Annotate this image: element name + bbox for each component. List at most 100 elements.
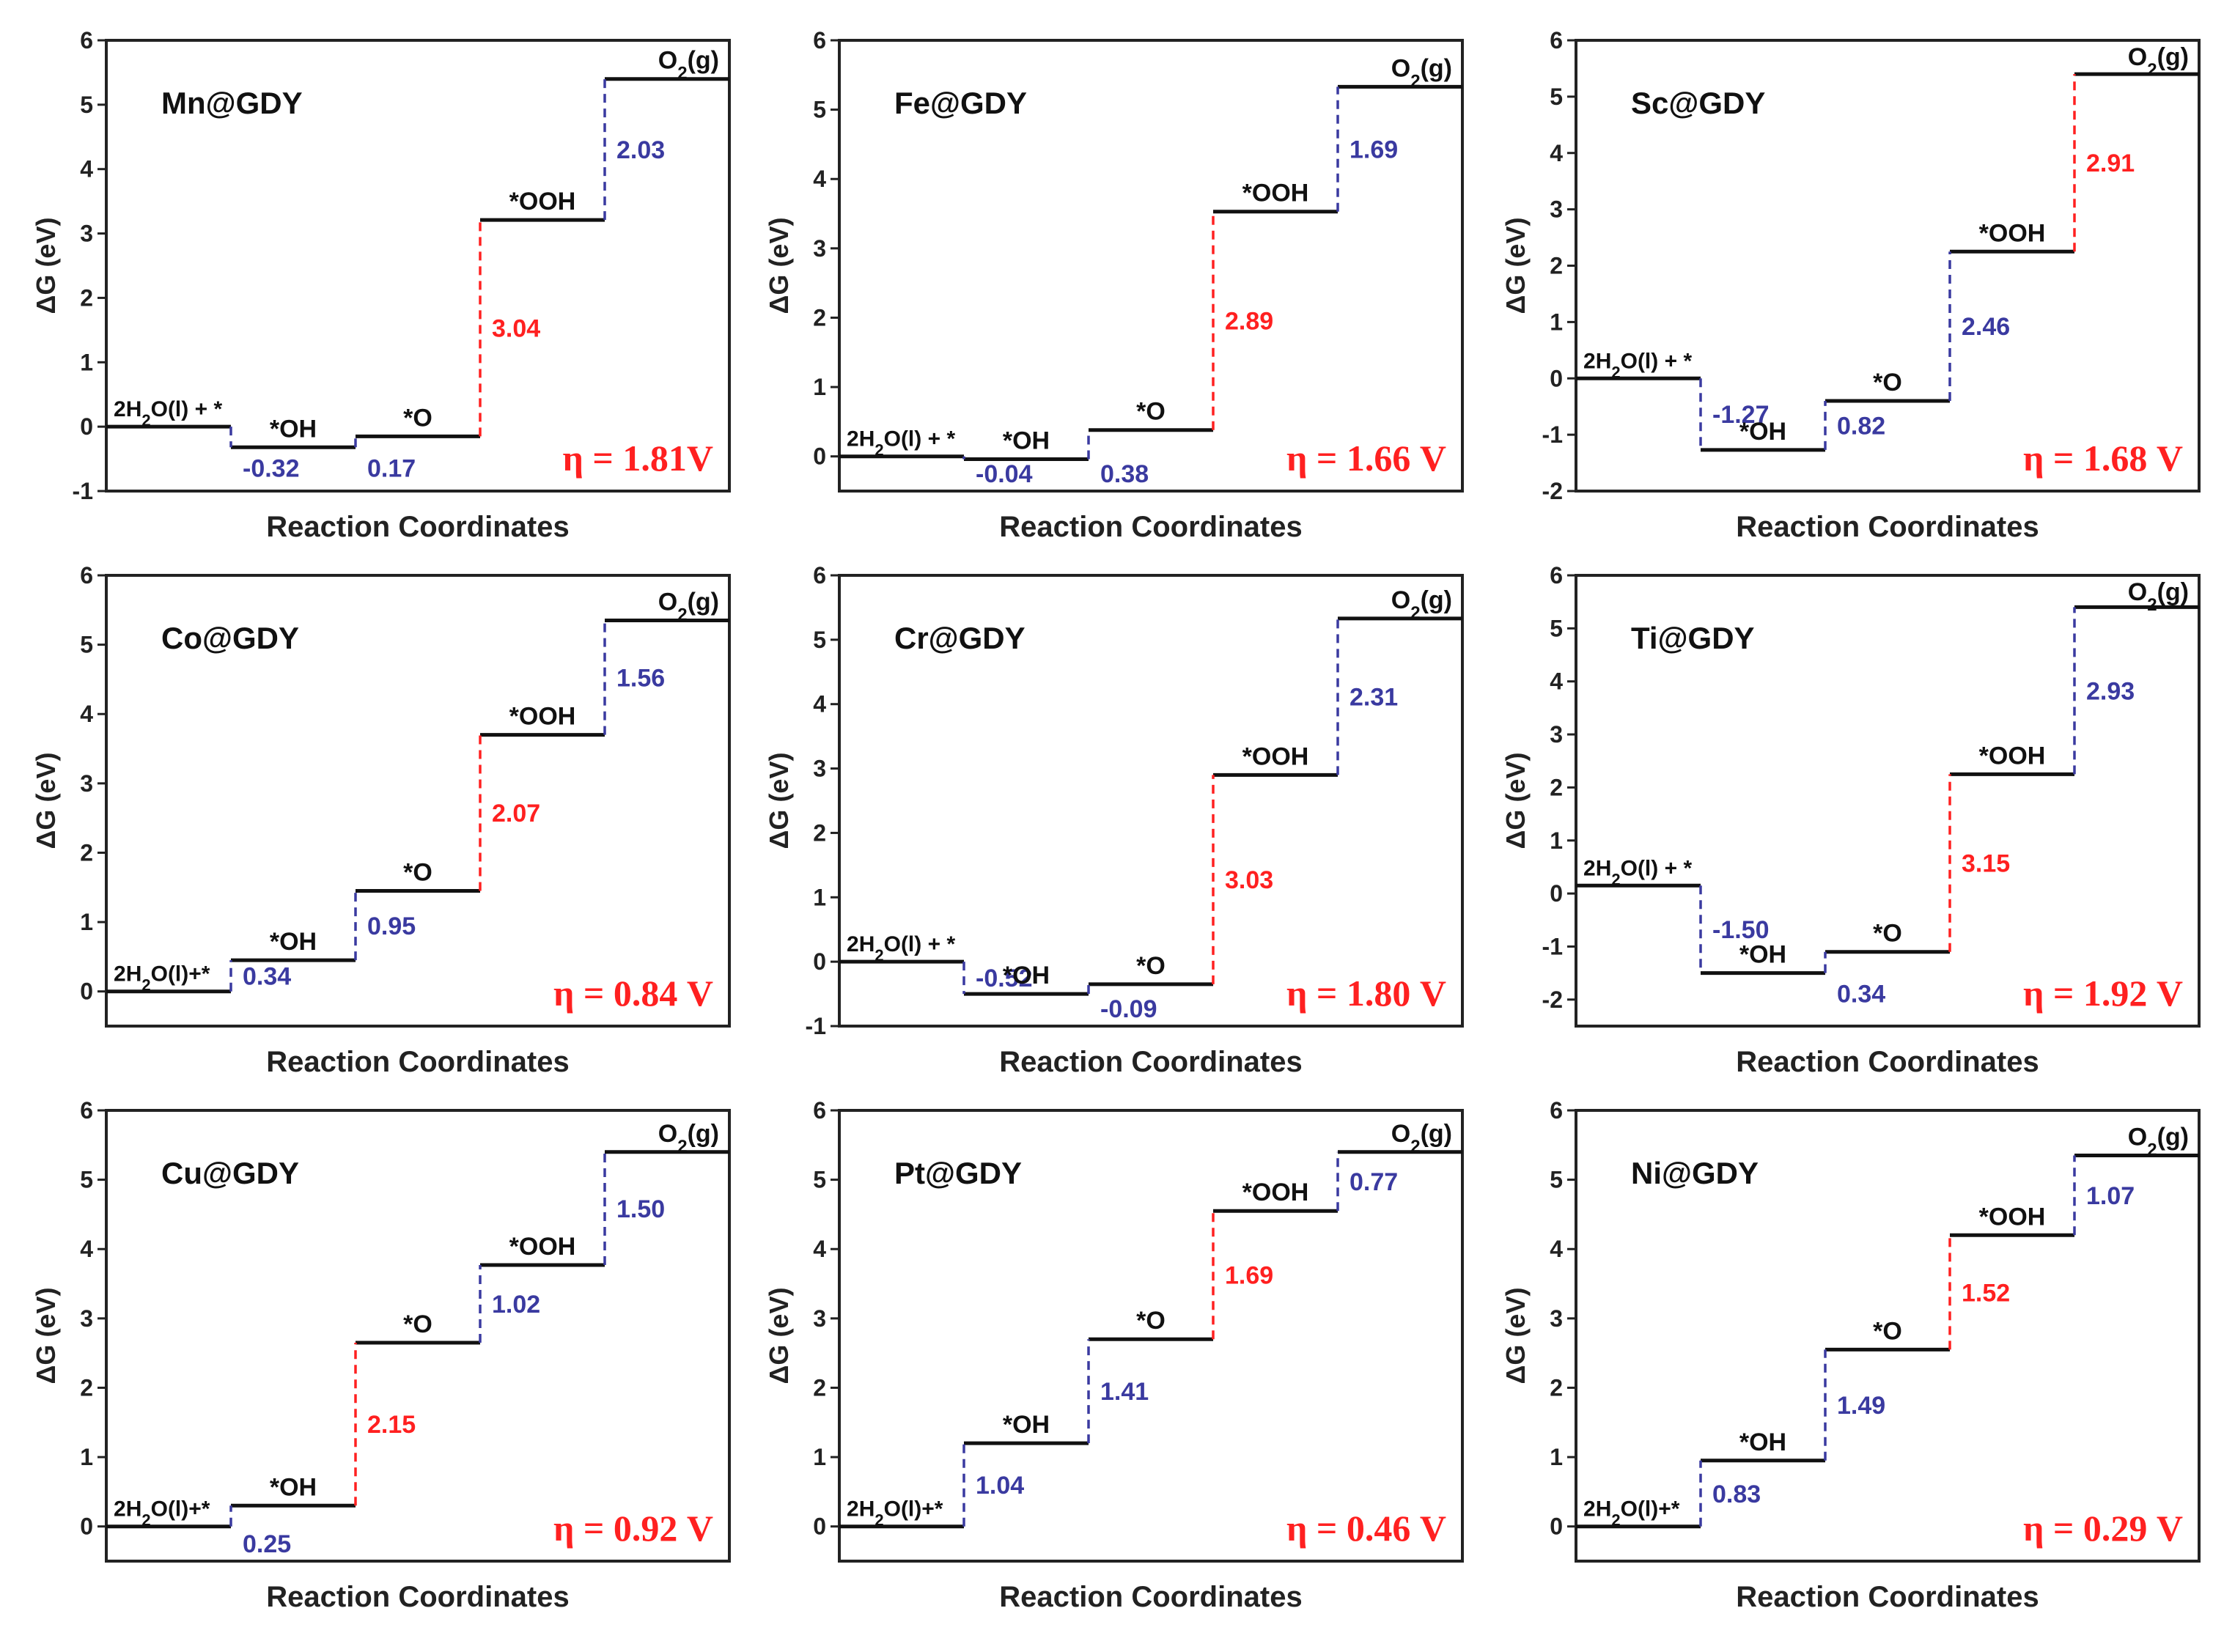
state-label: O2(g): [2128, 1124, 2189, 1160]
x-axis-label: Reaction Coordinates: [999, 1046, 1302, 1078]
plot-frame: [838, 574, 1464, 1028]
state-label: *OH: [1739, 941, 1786, 969]
step-energy-label: -0.32: [243, 454, 300, 482]
plot-frame: [838, 39, 1464, 493]
state-label: 2H2O(l)+*: [847, 1497, 943, 1530]
step-energy-label: 0.34: [1837, 981, 1885, 1008]
y-tick-label: 3: [80, 221, 93, 247]
state-label: 2H2O(l)+*: [114, 1497, 210, 1530]
y-tick-label: 4: [1550, 140, 1563, 166]
state-label: *OOH: [1979, 219, 2046, 247]
state-label: *O: [403, 1310, 432, 1338]
step-energy-label: 2.91: [2086, 150, 2135, 177]
y-tick-label: 2: [813, 819, 826, 846]
state-label: *OOH: [509, 1233, 576, 1261]
y-tick-label: 1: [813, 374, 826, 400]
x-axis-label: Reaction Coordinates: [266, 1581, 569, 1613]
state-label: O2(g): [658, 1120, 719, 1157]
state-label: *OH: [1003, 1411, 1050, 1439]
y-tick-label: 4: [1550, 668, 1563, 695]
step-energy-label: -0.04: [976, 460, 1033, 488]
y-tick-label: 4: [80, 156, 93, 182]
y-tick-label: 2: [813, 304, 826, 331]
x-axis-label: Reaction Coordinates: [266, 1046, 569, 1078]
step-energy-label: 0.38: [1100, 460, 1149, 488]
panel-title: Ni@GDY: [1631, 1156, 1759, 1190]
state-label: 2H2O(l) + *: [1583, 349, 1692, 381]
y-tick-label: 1: [1550, 309, 1563, 335]
x-axis-label: Reaction Coordinates: [1736, 1581, 2039, 1613]
step-energy-label: 2.89: [1225, 308, 1273, 336]
y-tick-label: 1: [80, 909, 93, 935]
y-tick-label: 3: [80, 770, 93, 797]
y-tick-label: 6: [1550, 562, 1563, 589]
y-tick-label: -1: [73, 478, 93, 504]
state-label: *O: [403, 859, 432, 887]
state-label: 2H2O(l)+*: [114, 962, 210, 995]
step-energy-label: 1.04: [976, 1472, 1024, 1500]
state-label: *O: [1873, 1317, 1902, 1345]
step-energy-label: 0.82: [1837, 412, 1885, 440]
y-tick-label: 4: [1550, 1236, 1563, 1262]
chart-panel-cu-at-gdy: 0 1 2 3 4 5 6 ΔG (eV) Reaction Coordinates Cu@GDY…: [29, 1097, 733, 1627]
y-tick-label: 2: [813, 1374, 826, 1401]
plot-frame: [1575, 574, 2201, 1028]
y-tick-label: 5: [813, 97, 826, 123]
state-label: *O: [1873, 369, 1902, 397]
y-tick-label: -2: [1542, 987, 1563, 1013]
step-energy-label: 1.56: [616, 665, 665, 693]
overpotential-label: η = 0.29 V: [2023, 1508, 2183, 1549]
y-tick-label: 3: [813, 1305, 826, 1332]
y-tick-label: 5: [80, 1167, 93, 1193]
state-label: O2(g): [2128, 578, 2189, 615]
step-energy-label: 3.15: [1962, 850, 2010, 878]
y-tick-label: 4: [813, 691, 826, 718]
step-energy-label: 3.04: [492, 315, 540, 343]
state-label: *OH: [1003, 962, 1050, 989]
step-energy-label: 0.77: [1349, 1168, 1398, 1196]
y-tick-label: 4: [813, 1236, 826, 1262]
state-label: *OOH: [1242, 1179, 1309, 1206]
y-tick-label: 3: [813, 756, 826, 782]
energy-diagram: -2 -1 0 1 2 3 4 5 6 ΔG (eV) Reaction Coordinates Sc…: [1501, 27, 2201, 543]
y-tick-label: 5: [1550, 615, 1563, 641]
step-energy-label: 2.03: [616, 136, 665, 164]
y-tick-label: 2: [80, 839, 93, 866]
y-axis-label: ΔG (eV): [764, 218, 794, 314]
panel-title: Fe@GDY: [894, 86, 1027, 120]
y-tick-label: 6: [813, 562, 826, 589]
overpotential-label: η = 1.81V: [563, 438, 714, 479]
step-energy-label: 0.17: [367, 454, 416, 482]
state-label: *OH: [1739, 418, 1786, 446]
y-tick-label: 6: [813, 1097, 826, 1124]
step-energy-label: -0.09: [1100, 995, 1157, 1023]
y-tick-label: 1: [813, 884, 826, 910]
panel-title: Co@GDY: [161, 621, 299, 655]
state-label: *OOH: [509, 703, 576, 731]
y-tick-label: 6: [813, 27, 826, 54]
panel-title: Cr@GDY: [894, 621, 1026, 655]
state-label: *OOH: [1242, 742, 1309, 770]
y-tick-label: 0: [1550, 880, 1563, 907]
state-label: *OOH: [509, 188, 576, 215]
y-tick-label: 0: [1550, 365, 1563, 391]
step-energy-label: 1.69: [1225, 1262, 1273, 1290]
state-label: *OH: [1003, 427, 1050, 454]
state-label: *OH: [270, 928, 317, 956]
step-energy-label: 3.03: [1225, 866, 1273, 894]
energy-diagram: 0 1 2 3 4 5 6 ΔG (eV) Reaction Coordinates Cu@GDY…: [31, 1097, 731, 1613]
y-axis-label: ΔG (eV): [764, 753, 794, 849]
state-label: O2(g): [2128, 43, 2189, 80]
state-label: *OH: [270, 1473, 317, 1501]
state-label: *OOH: [1979, 1203, 2046, 1231]
y-tick-label: 5: [80, 632, 93, 658]
panel-title: Sc@GDY: [1631, 86, 1765, 120]
chart-panel-sc-at-gdy: -2 -1 0 1 2 3 4 5 6 ΔG (eV) Reaction Coordinates Sc…: [1499, 27, 2203, 557]
state-label: 2H2O(l) + *: [114, 397, 222, 429]
chart-panel-ni-at-gdy: 0 1 2 3 4 5 6 ΔG (eV) Reaction Coordinates Ni@GDY…: [1499, 1097, 2203, 1627]
y-tick-label: 0: [80, 978, 93, 1005]
y-tick-label: 5: [1550, 84, 1563, 110]
x-axis-label: Reaction Coordinates: [266, 511, 569, 543]
y-tick-label: 4: [80, 1236, 93, 1262]
y-tick-label: 6: [80, 27, 93, 54]
